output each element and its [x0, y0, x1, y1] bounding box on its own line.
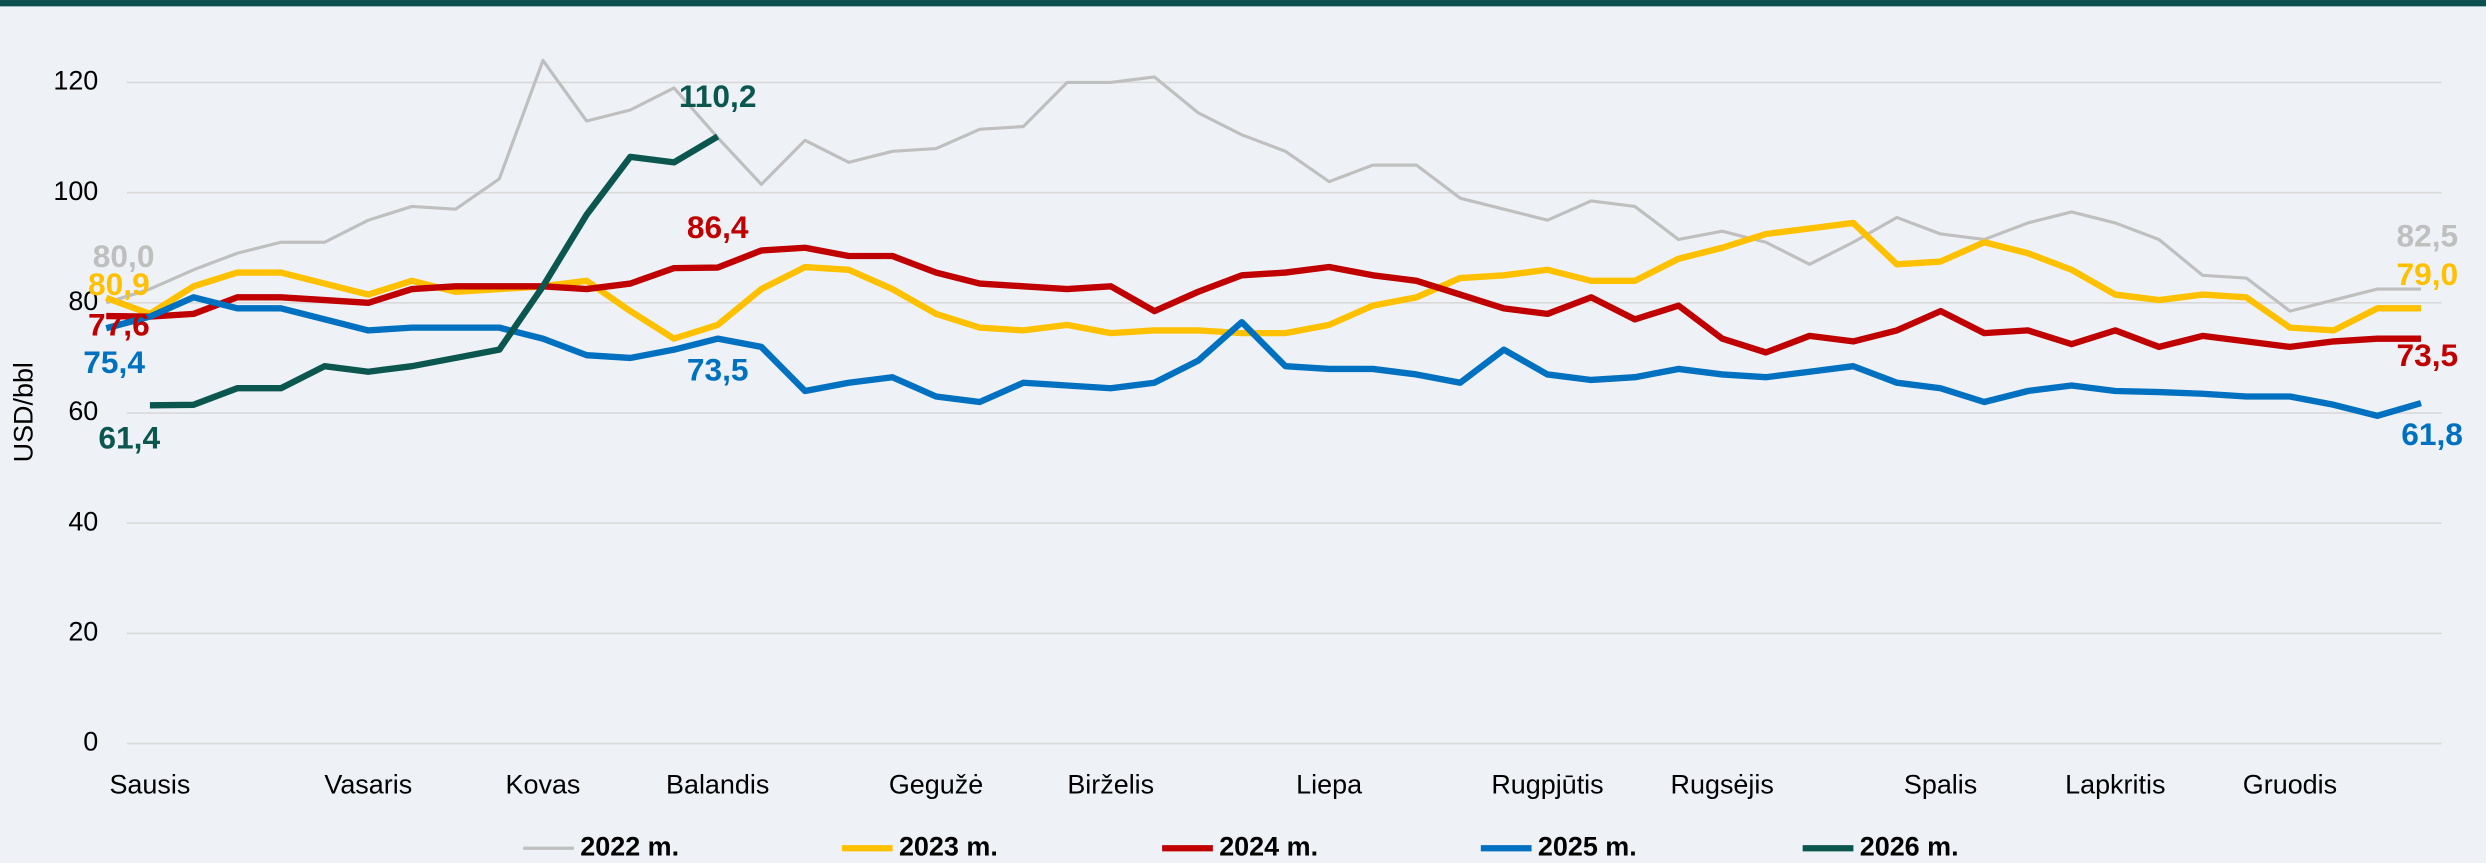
y-tick-label: 60	[68, 396, 98, 426]
series-line	[105, 294, 2422, 419]
x-tick-label: Kovas	[506, 770, 581, 800]
series-line	[149, 133, 720, 409]
x-tick-label: Rugpjūtis	[1491, 770, 1603, 800]
x-tick-label: Gegužė	[889, 770, 983, 800]
y-tick-label: 80	[68, 286, 98, 316]
top-bar	[0, 0, 2486, 7]
data-label: 77,6	[88, 307, 150, 343]
x-tick-label: Balandis	[666, 770, 769, 800]
legend-label: 2024 m.	[1219, 831, 1318, 861]
data-label: 80,9	[88, 266, 150, 302]
data-label: 79,0	[2396, 256, 2458, 292]
series-line	[105, 219, 2421, 342]
x-tick-label: Rugsėjis	[1671, 770, 1774, 800]
y-tick-label: 0	[83, 727, 98, 757]
data-label: 61,8	[2401, 416, 2463, 452]
legend-label: 2026 m.	[1860, 831, 1959, 861]
data-label: 82,5	[2396, 218, 2458, 254]
x-tick-label: Gruodis	[2243, 770, 2337, 800]
data-label: 73,5	[687, 351, 749, 387]
data-label: 86,4	[687, 209, 749, 245]
legend-label: 2025 m.	[1538, 831, 1637, 861]
y-axis-label: USD/bbl	[8, 362, 38, 462]
series-line	[106, 244, 2421, 356]
y-tick-label: 40	[68, 506, 98, 536]
x-tick-label: Vasaris	[324, 770, 412, 800]
x-tick-label: Spalis	[1904, 770, 1977, 800]
data-label: 80,0	[93, 238, 155, 274]
data-label: 61,4	[98, 420, 160, 456]
y-tick-label: 20	[68, 617, 98, 647]
legend-label: 2022 m.	[580, 831, 679, 861]
x-tick-label: Lapkritis	[2065, 770, 2165, 800]
data-label: 75,4	[83, 344, 145, 380]
legend-label: 2023 m.	[899, 831, 998, 861]
x-tick-label: Birželis	[1067, 770, 1154, 800]
x-tick-label: Sausis	[109, 770, 190, 800]
series-line	[105, 58, 2421, 313]
data-label: 73,5	[2396, 337, 2458, 373]
y-tick-label: 120	[53, 66, 98, 96]
y-tick-label: 100	[53, 176, 98, 206]
data-label: 110,2	[679, 78, 757, 114]
x-tick-label: Liepa	[1296, 770, 1362, 800]
